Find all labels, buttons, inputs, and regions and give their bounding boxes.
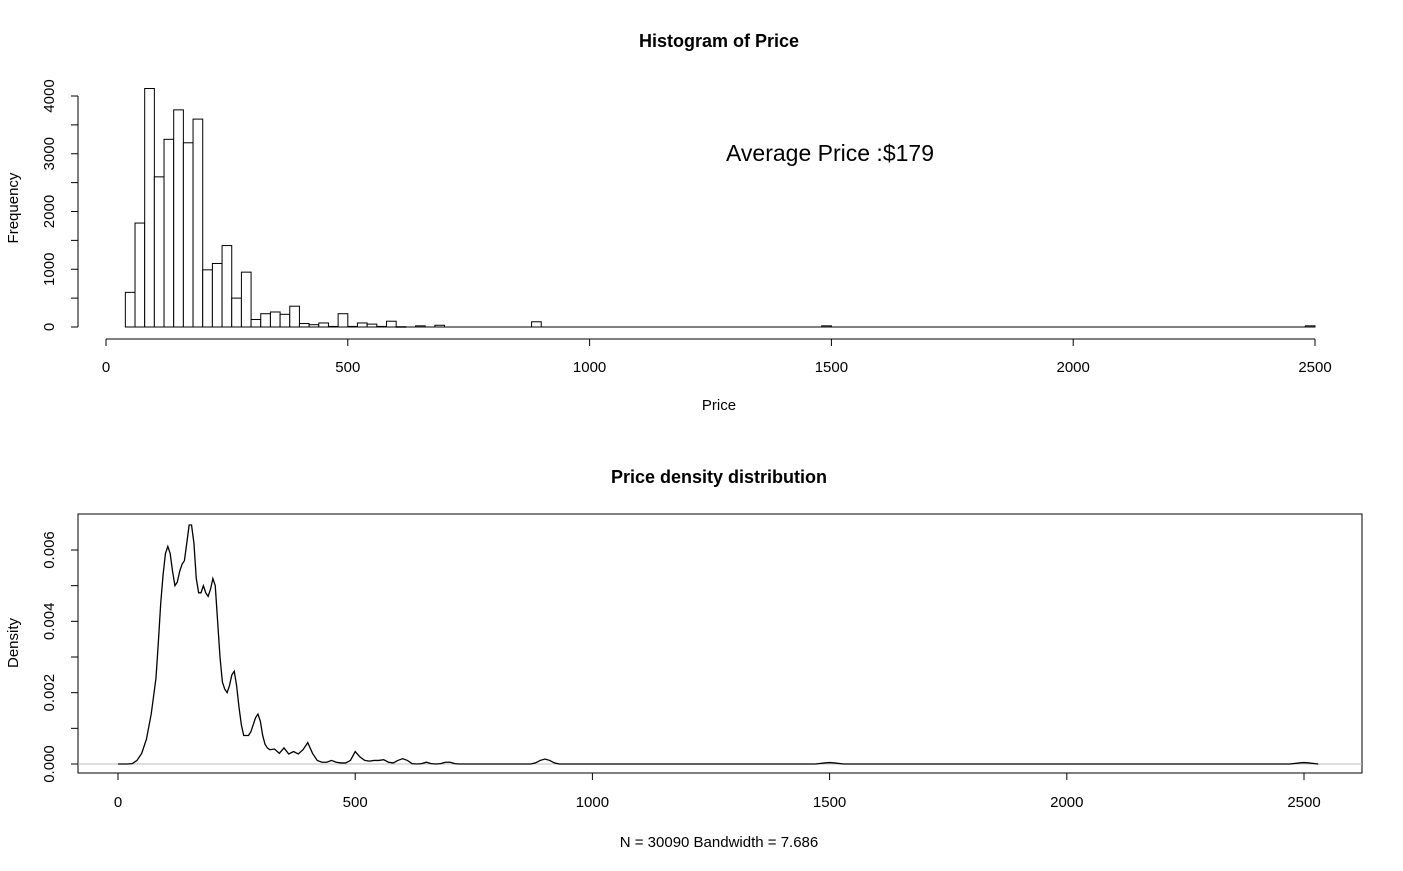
histogram-x-axis: 0 500 1000 1500 2000 2500 [102,338,1332,376]
histogram-bar [531,321,542,328]
density-x-axis-label: N = 30090 Bandwidth = 7.686 [620,834,819,851]
density-x-axis: 0 500 1000 1500 2000 2500 [114,772,1321,811]
histogram-y-tick-label: 4000 [41,79,58,112]
histogram-bar [134,222,146,328]
density-x-tick-label: 2000 [1050,794,1083,811]
density-x-tick-label: 1500 [813,794,846,811]
histogram-bar [298,323,310,328]
histogram-bar [231,297,242,328]
histogram-y-tick-label: 0 [41,323,58,331]
histogram-x-tick-label: 1500 [815,359,848,376]
histogram-bar [173,109,184,328]
histogram-bar [269,311,281,328]
density-y-axis-label: Density [5,617,22,668]
density-y-tick-label: 0.002 [41,674,58,712]
histogram-bar [240,271,252,328]
histogram-bar [211,262,223,328]
histogram-bar [163,138,175,328]
histogram-bar [356,322,368,328]
histogram-y-tick-label: 2000 [41,195,58,228]
histogram-panel: Histogram of Price Price Frequency Avera… [5,31,1332,414]
density-title: Price density distribution [611,467,827,487]
density-y-tick-label: 0.000 [41,745,58,783]
histogram-bar [144,87,155,328]
histogram-y-axis: 0 1000 2000 3000 4000 [41,79,79,331]
histogram-bar [385,320,397,328]
histogram-x-tick-label: 1000 [573,359,606,376]
histogram-title: Histogram of Price [639,31,799,51]
histogram-y-tick-label: 1000 [41,253,58,286]
histogram-x-tick-label: 2000 [1057,359,1090,376]
histogram-average-annotation: Average Price :$179 [726,140,934,166]
histogram-bar [182,142,194,328]
histogram-bar [337,313,349,328]
histogram-x-tick-label: 2500 [1298,359,1331,376]
density-x-tick-label: 2500 [1287,794,1320,811]
histogram-bar [250,318,262,328]
density-y-tick-label: 0.004 [41,603,58,641]
density-y-tick-label: 0.006 [41,531,58,569]
histogram-bars [124,87,1316,328]
histogram-bar [124,291,136,328]
density-panel: Price density distribution N = 30090 Ban… [5,467,1363,851]
histogram-x-tick-label: 500 [335,359,360,376]
histogram-bar [192,118,204,328]
histogram-bar [221,245,233,328]
density-x-tick-label: 500 [343,794,368,811]
histogram-bar [318,322,329,328]
density-series-line [118,524,1319,765]
density-y-axis: 0.000 0.002 0.004 0.006 [41,531,78,783]
histogram-y-axis-label: Frequency [5,172,22,243]
density-plot-frame [77,513,1363,774]
histogram-x-tick-label: 0 [102,359,110,376]
histogram-bar [279,313,291,328]
histogram-bar [260,313,271,328]
histogram-x-axis-label: Price [702,397,736,414]
histogram-bar [153,176,165,328]
histogram-y-tick-label: 3000 [41,137,58,170]
histogram-bar [289,305,300,328]
density-x-tick-label: 1000 [576,794,609,811]
histogram-bar [202,269,213,328]
density-x-tick-label: 0 [114,794,122,811]
